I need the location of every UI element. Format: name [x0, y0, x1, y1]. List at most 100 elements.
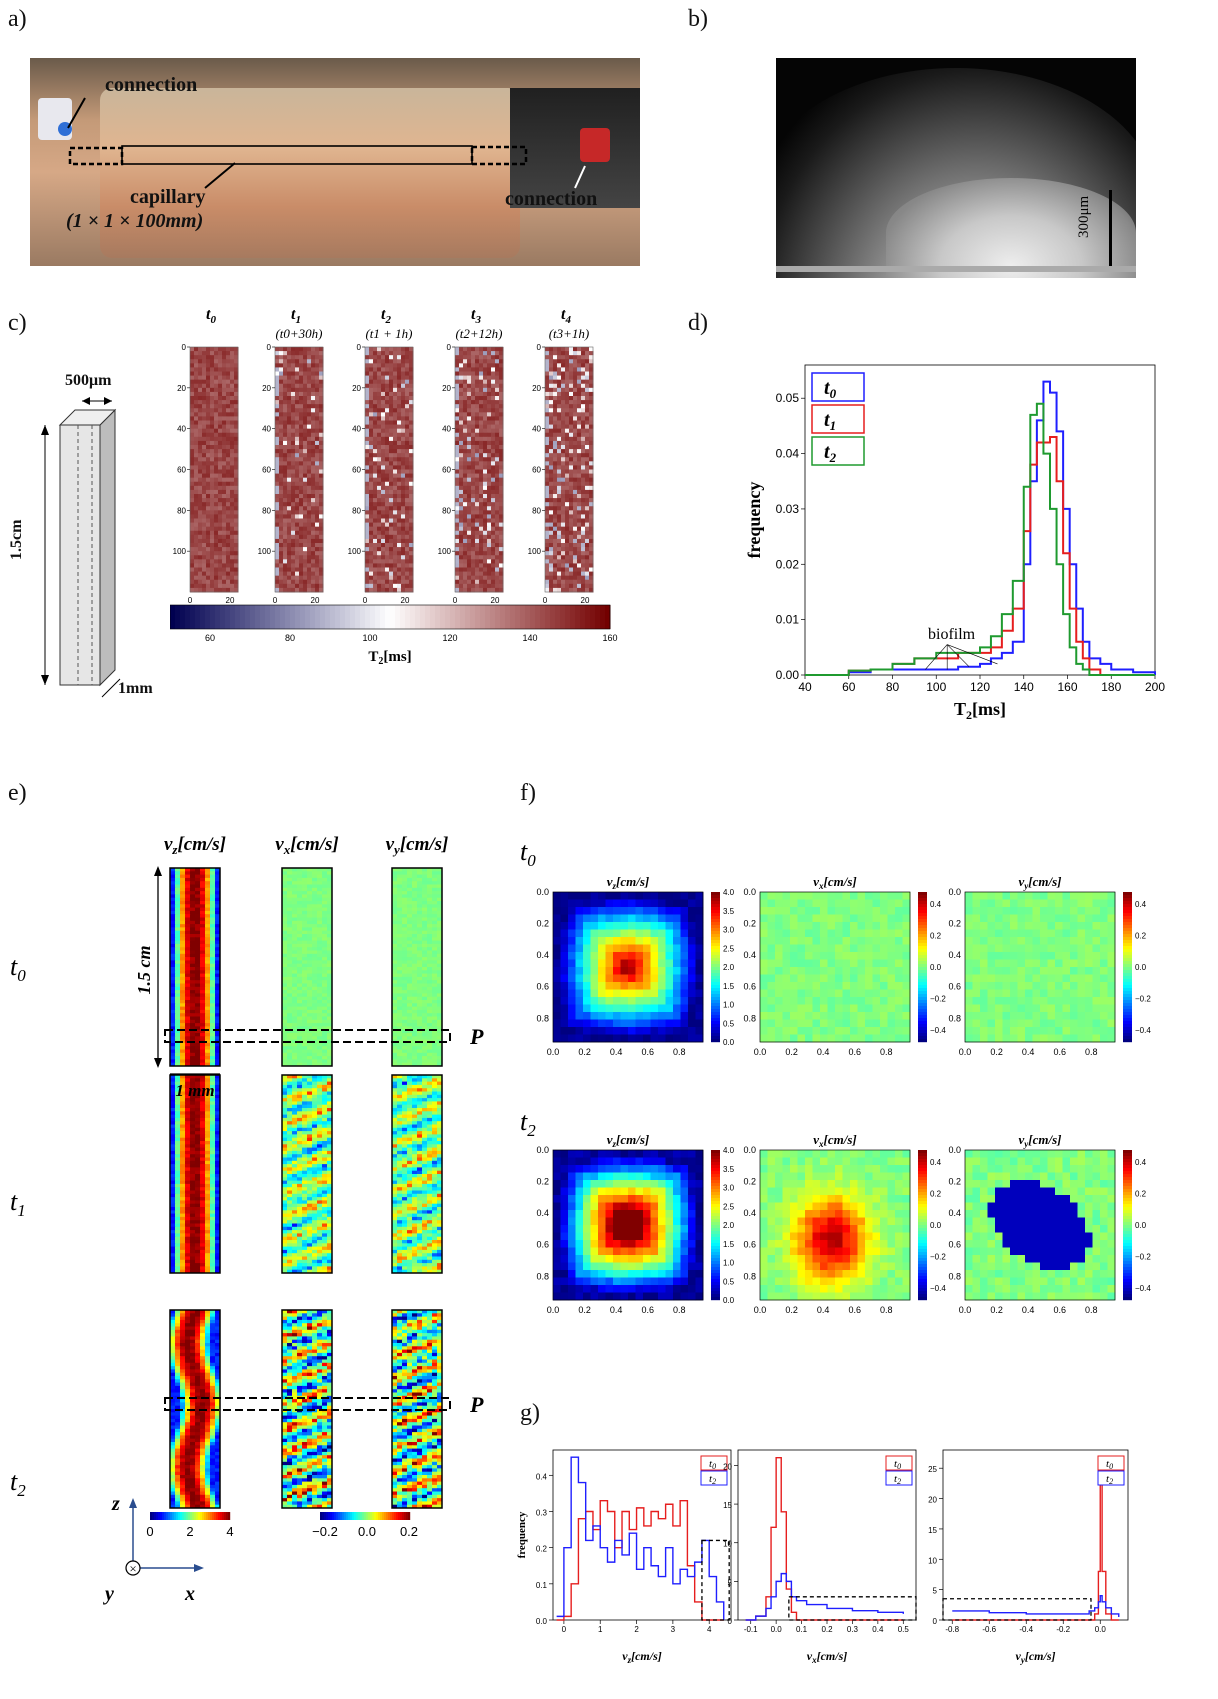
x-tick-label: 180: [1101, 680, 1121, 694]
map-y-tick: 100: [438, 547, 452, 556]
colorbar-tick: 80: [285, 633, 295, 643]
vxy-colorbar: [320, 1512, 411, 1520]
map-y-tick: 100: [173, 547, 187, 556]
f-x-tick: 0.8: [1085, 1305, 1098, 1315]
map-subtitle: (t3+1h): [549, 326, 590, 341]
f-y-tick: 0.4: [743, 1208, 756, 1218]
f-colorbar-tick: 0.2: [1135, 1190, 1147, 1199]
panel-label-f: f): [520, 780, 536, 806]
biofilm-pointer: [947, 644, 998, 665]
f-x-tick: 0.8: [880, 1305, 893, 1315]
f-colorbar-tick: 0.0: [1135, 1221, 1147, 1230]
y-tick-label: 0.0: [536, 1617, 548, 1626]
g-legend-label: t2: [894, 1473, 901, 1486]
f-colorbar-tick: 0.0: [930, 963, 942, 972]
highlight-region: [701, 1539, 730, 1621]
f-colorbar-tick: 0.4: [1135, 1158, 1147, 1167]
f-y-tick: 0.2: [743, 919, 756, 929]
velocity-histograms: 0 1 2 3 4 0.0 0.1 0.2 0.3 0.4 t0 t2 vz[cm/s] frequenc…: [516, 1449, 1129, 1665]
f-colorbar-tick: 0.5: [723, 1277, 735, 1286]
f-colorbar: [1123, 1150, 1132, 1301]
velocity-strip: [392, 1310, 443, 1509]
series-line-t2: [556, 1456, 725, 1620]
map-image: [365, 347, 414, 593]
map-y-tick: 60: [532, 466, 541, 475]
map-subtitle: (t2+12h): [455, 326, 502, 341]
f-colorbar-tick: 4.0: [723, 888, 735, 897]
photo-annotations: [67, 97, 586, 189]
x-tick-label: -0.1: [744, 1625, 758, 1634]
f-colorbar-tick: 3.0: [723, 1184, 735, 1193]
x-tick-label: 4: [707, 1625, 712, 1634]
y-tick-label: 0.1: [536, 1581, 548, 1590]
map-y-tick: 100: [348, 547, 362, 556]
scale-bar-label: 300μm: [1076, 195, 1092, 238]
map-y-tick: 60: [352, 466, 361, 475]
panel-label-c: c): [8, 310, 27, 336]
f-x-tick: 0.0: [754, 1047, 767, 1057]
f-row-label: t2: [520, 1107, 536, 1140]
f-x-tick: 0.0: [959, 1305, 972, 1315]
biofilm-baseline: [776, 266, 1136, 272]
f-y-tick: 0.8: [743, 1013, 756, 1023]
panel-label-a: a): [8, 6, 27, 32]
biofilm-pointer: [946, 644, 970, 667]
x-tick-label: -0.8: [945, 1625, 959, 1634]
plot-area: [942, 1449, 1129, 1621]
map-y-tick: 60: [262, 466, 271, 475]
f-map-title: vx[cm/s]: [813, 874, 857, 891]
map-y-tick: 40: [262, 425, 271, 434]
f-colorbar-tick: 3.5: [723, 1165, 735, 1174]
vz-colorbar-tick: 4: [226, 1524, 233, 1539]
f-y-tick: 0.0: [743, 887, 756, 897]
f-colorbar-tick: 0.4: [1135, 900, 1147, 909]
colorbar-tick: 160: [602, 633, 617, 643]
f-x-tick: 0.2: [785, 1305, 798, 1315]
y-tick-label: 5: [728, 1578, 733, 1587]
biofilm-pointer: [925, 644, 948, 670]
map-subtitle: (t0+30h): [275, 326, 322, 341]
x-tick-label: 3: [671, 1625, 676, 1634]
map-x-tick: 0: [543, 596, 548, 605]
f-y-tick: 0.4: [536, 950, 549, 960]
f-x-tick: 0.4: [817, 1305, 830, 1315]
f-colorbar-tick: 0.0: [1135, 963, 1147, 972]
f-x-tick: 0.2: [785, 1047, 798, 1057]
y-tick-label: 10: [723, 1540, 732, 1549]
y-tick-label: 25: [928, 1465, 937, 1474]
vxy-colorbar-tick: 0.2: [400, 1524, 418, 1539]
f-x-tick: 0.8: [673, 1047, 686, 1057]
f-map-title: vz[cm/s]: [607, 1132, 650, 1149]
f-x-tick: 0.4: [610, 1305, 623, 1315]
g-x-axis-label: vz[cm/s]: [622, 1649, 662, 1665]
f-colorbar-tick: 0.0: [930, 1221, 942, 1230]
f-x-tick: 0.4: [817, 1047, 830, 1057]
g-x-axis-label: vx[cm/s]: [807, 1649, 847, 1665]
f-x-tick: 0.8: [1085, 1047, 1098, 1057]
map-x-tick: 20: [226, 596, 235, 605]
column-label: vx[cm/s]: [275, 834, 338, 857]
map-title: t2: [381, 306, 391, 326]
f-y-tick: 0.6: [743, 982, 756, 992]
legend-box-t1: [811, 404, 865, 434]
map-y-tick: 40: [177, 425, 186, 434]
f-row-label: t0: [520, 837, 536, 870]
velocity-strip: [170, 1075, 221, 1274]
map-y-tick: 100: [258, 547, 272, 556]
f-y-tick: 0.2: [536, 919, 549, 929]
f-colorbar-tick: 0.0: [723, 1038, 735, 1047]
vz-colorbar-tick: 0: [146, 1524, 153, 1539]
f-x-tick: 0.8: [673, 1305, 686, 1315]
f-y-tick: 0.2: [948, 1177, 961, 1187]
f-cross-section-map: [553, 1150, 704, 1301]
height-label: 1.5 cm: [134, 946, 154, 995]
map-image: [275, 347, 324, 593]
y-tick-label: 0.00: [776, 668, 800, 682]
column-label: vy[cm/s]: [386, 834, 449, 857]
g-legend-label: t0: [1106, 1458, 1113, 1471]
x-tick-label: 100: [926, 680, 946, 694]
f-colorbar: [918, 892, 927, 1043]
f-colorbar-tick: 0.5: [723, 1019, 735, 1028]
x-tick-label: 60: [842, 680, 856, 694]
x-tick-label: -0.4: [1019, 1625, 1033, 1634]
